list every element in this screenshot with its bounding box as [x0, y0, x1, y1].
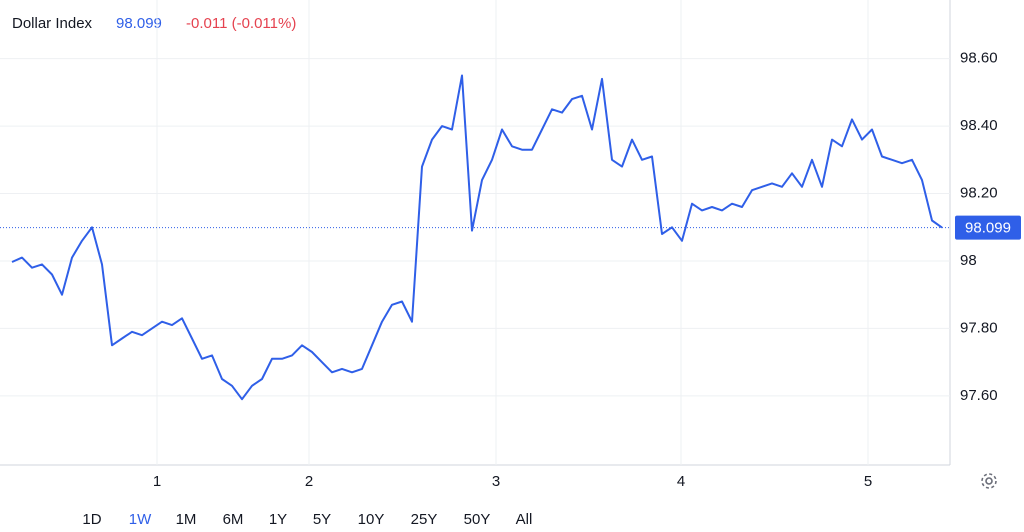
- y-tick-label: 98: [960, 252, 977, 269]
- range-button[interactable]: 50Y: [464, 511, 491, 528]
- range-button[interactable]: 1M: [176, 511, 197, 528]
- y-tick-label: 97.80: [960, 319, 998, 336]
- y-tick-label: 98.40: [960, 117, 998, 134]
- x-tick-label: 1: [153, 473, 161, 490]
- range-button[interactable]: All: [516, 511, 533, 528]
- range-button[interactable]: 1Y: [269, 511, 287, 528]
- range-button[interactable]: 5Y: [313, 511, 331, 528]
- x-tick-label: 2: [305, 473, 313, 490]
- range-button[interactable]: 1D: [82, 511, 101, 528]
- range-button[interactable]: 6M: [223, 511, 244, 528]
- price-badge-label: 98.099: [965, 220, 1011, 237]
- last-value: 98.099: [116, 15, 162, 32]
- price-badge: [955, 215, 1021, 240]
- x-tick-label: 4: [677, 473, 685, 490]
- chart-title: Dollar Index: [12, 15, 93, 32]
- settings-icon[interactable]: [981, 473, 997, 489]
- x-tick-label: 3: [492, 473, 500, 490]
- y-tick-label: 97.60: [960, 387, 998, 404]
- change: -0.011 (-0.011%): [186, 15, 296, 32]
- y-tick-label: 98.20: [960, 185, 998, 202]
- range-button[interactable]: 10Y: [358, 511, 385, 528]
- y-tick-label: 98.60: [960, 50, 998, 67]
- range-button[interactable]: 1W: [129, 511, 152, 528]
- range-button[interactable]: 25Y: [411, 511, 438, 528]
- x-tick-label: 5: [864, 473, 872, 490]
- price-line: [11, 74, 943, 401]
